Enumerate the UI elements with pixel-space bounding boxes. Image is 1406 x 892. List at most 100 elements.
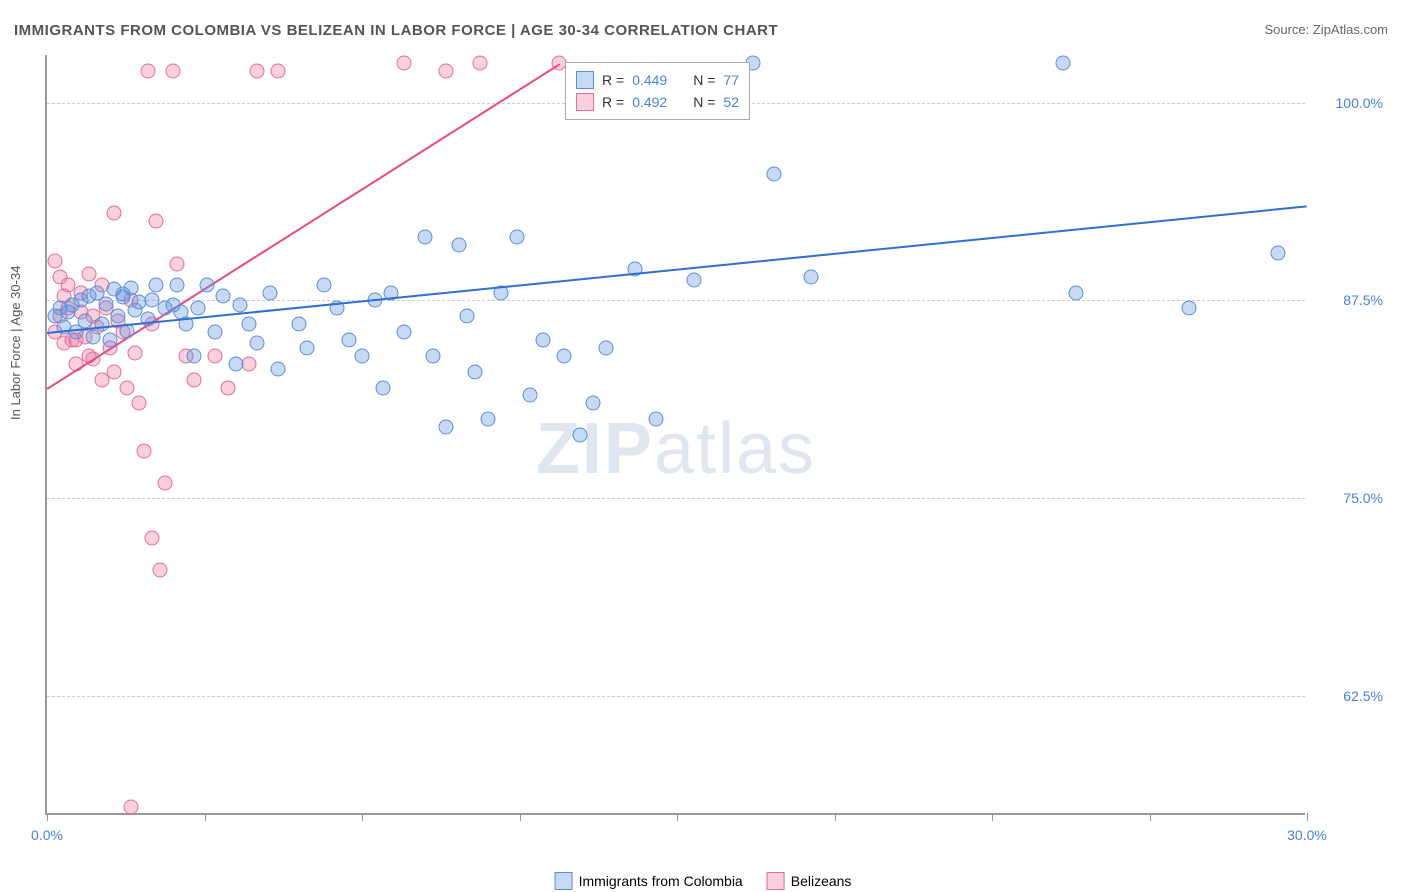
data-point [157,475,172,490]
data-point [107,206,122,221]
data-point [229,356,244,371]
data-point [1056,55,1071,70]
r-value-belizeans: 0.492 [632,94,667,110]
y-tick-label: 100.0% [1336,95,1383,111]
data-point [170,257,185,272]
data-point [317,277,332,292]
data-point [82,266,97,281]
data-point [535,333,550,348]
x-tick [520,813,521,821]
y-axis-label: In Labor Force | Age 30-34 [8,266,23,420]
data-point [98,296,113,311]
plot-area: ZIPatlas 62.5%75.0%87.5%100.0%0.0%30.0% [45,55,1305,815]
legend-item-belizeans: Belizeans [767,872,852,890]
r-value-colombia: 0.449 [632,72,667,88]
data-point [233,298,248,313]
data-point [686,272,701,287]
data-point [586,396,601,411]
data-point [94,317,109,332]
data-point [208,348,223,363]
x-tick [835,813,836,821]
data-point [145,530,160,545]
data-point [418,230,433,245]
data-point [136,443,151,458]
data-point [124,800,139,815]
data-point [86,329,101,344]
data-point [191,301,206,316]
r-label: R = [602,72,624,88]
data-point [199,277,214,292]
data-point [397,55,412,70]
data-point [111,309,126,324]
data-point [145,293,160,308]
data-point [468,364,483,379]
y-tick-label: 87.5% [1343,292,1383,308]
bottom-legend: Immigrants from Colombia Belizeans [555,872,852,890]
legend-label-colombia: Immigrants from Colombia [579,873,743,889]
x-tick [1150,813,1151,821]
y-tick-label: 62.5% [1343,688,1383,704]
n-label: N = [693,72,715,88]
source-attribution: Source: ZipAtlas.com [1264,22,1388,37]
watermark-light: atlas [654,409,816,489]
data-point [250,336,265,351]
stats-legend: R = 0.449 N = 77 R = 0.492 N = 52 [565,62,750,120]
data-point [208,325,223,340]
stats-row-belizeans: R = 0.492 N = 52 [576,91,739,113]
legend-item-colombia: Immigrants from Colombia [555,872,743,890]
legend-label-belizeans: Belizeans [791,873,852,889]
data-point [481,412,496,427]
data-point [48,253,63,268]
data-point [376,380,391,395]
data-point [451,238,466,253]
data-point [649,412,664,427]
data-point [510,230,525,245]
data-point [271,361,286,376]
data-point [103,333,118,348]
x-tick [47,813,48,821]
swatch-belizeans [576,93,594,111]
gridline [47,498,1305,499]
x-tick [677,813,678,821]
data-point [804,269,819,284]
data-point [439,420,454,435]
data-point [1182,301,1197,316]
data-point [216,288,231,303]
data-point [250,63,265,78]
x-tick-label: 30.0% [1287,827,1327,843]
data-point [77,314,92,329]
data-point [439,63,454,78]
data-point [149,277,164,292]
data-point [132,396,147,411]
data-point [271,63,286,78]
data-point [766,166,781,181]
n-value-belizeans: 52 [723,94,739,110]
watermark: ZIPatlas [536,408,816,490]
data-point [119,380,134,395]
x-tick [362,813,363,821]
data-point [128,345,143,360]
data-point [556,348,571,363]
data-point [355,348,370,363]
data-point [472,55,487,70]
stats-row-colombia: R = 0.449 N = 77 [576,69,739,91]
data-point [342,333,357,348]
data-point [262,285,277,300]
data-point [140,312,155,327]
data-point [241,317,256,332]
data-point [426,348,441,363]
data-point [397,325,412,340]
data-point [187,372,202,387]
data-point [166,63,181,78]
swatch-belizeans [767,872,785,890]
watermark-bold: ZIP [536,409,654,489]
n-label: N = [693,94,715,110]
chart-title: IMMIGRANTS FROM COLOMBIA VS BELIZEAN IN … [14,22,778,39]
x-tick [992,813,993,821]
data-point [292,317,307,332]
data-point [523,388,538,403]
data-point [153,562,168,577]
data-point [300,340,315,355]
data-point [115,287,130,302]
data-point [174,304,189,319]
